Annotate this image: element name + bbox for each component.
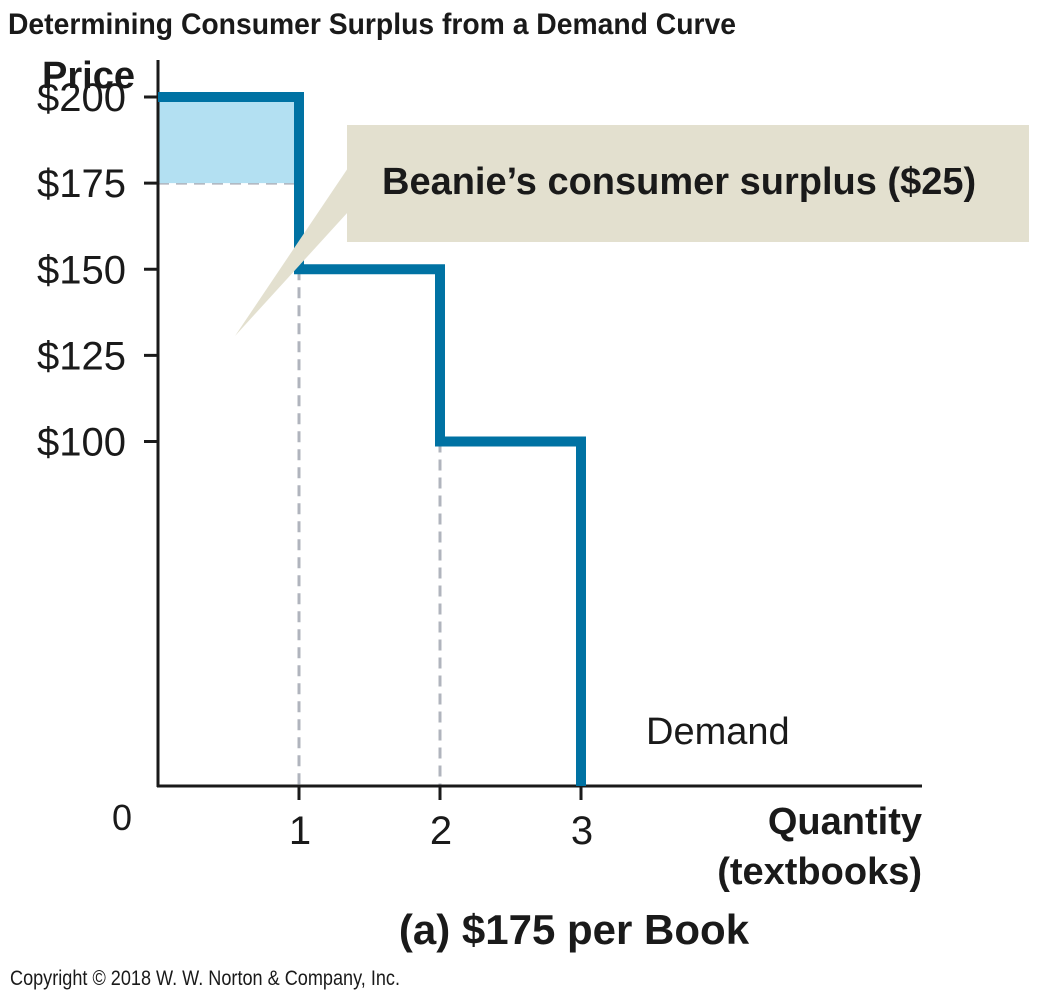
axes (156, 60, 922, 788)
y-tick-label: $125 (37, 334, 126, 378)
callout-pointer (235, 168, 348, 336)
copyright-notice: Copyright © 2018 W. W. Norton & Company,… (10, 967, 400, 990)
x-tick-label: 3 (571, 809, 593, 853)
origin-label: 0 (112, 797, 132, 838)
x-tick-label: 1 (289, 809, 311, 853)
y-tick-label: $175 (37, 162, 126, 206)
y-tick-label: $100 (37, 421, 126, 465)
y-axis-label: Price (42, 55, 135, 97)
y-tick-label: $200 (37, 76, 126, 120)
chart-title: Determining Consumer Surplus from a Dema… (8, 8, 736, 41)
y-tick-label: $150 (37, 248, 126, 292)
callout-layer: Beanie’s consumer surplus ($25) (235, 125, 1029, 336)
demand-layer (158, 92, 586, 786)
series-label-demand: Demand (646, 711, 790, 753)
x-tick-label: 2 (430, 809, 452, 853)
surplus-layer (158, 97, 299, 184)
tick-layer: $200 $175 $150 $125 $100 1 2 3 (37, 76, 593, 853)
chart-subtitle: (a) $175 per Book (399, 906, 750, 953)
consumer-surplus-area (158, 97, 299, 184)
x-axis-label-units: (textbooks) (717, 851, 922, 893)
callout-box (347, 125, 1029, 242)
x-axis-label: Quantity (768, 801, 922, 843)
demand-curve (158, 92, 586, 786)
callout-text: Beanie’s consumer surplus ($25) (382, 161, 976, 203)
